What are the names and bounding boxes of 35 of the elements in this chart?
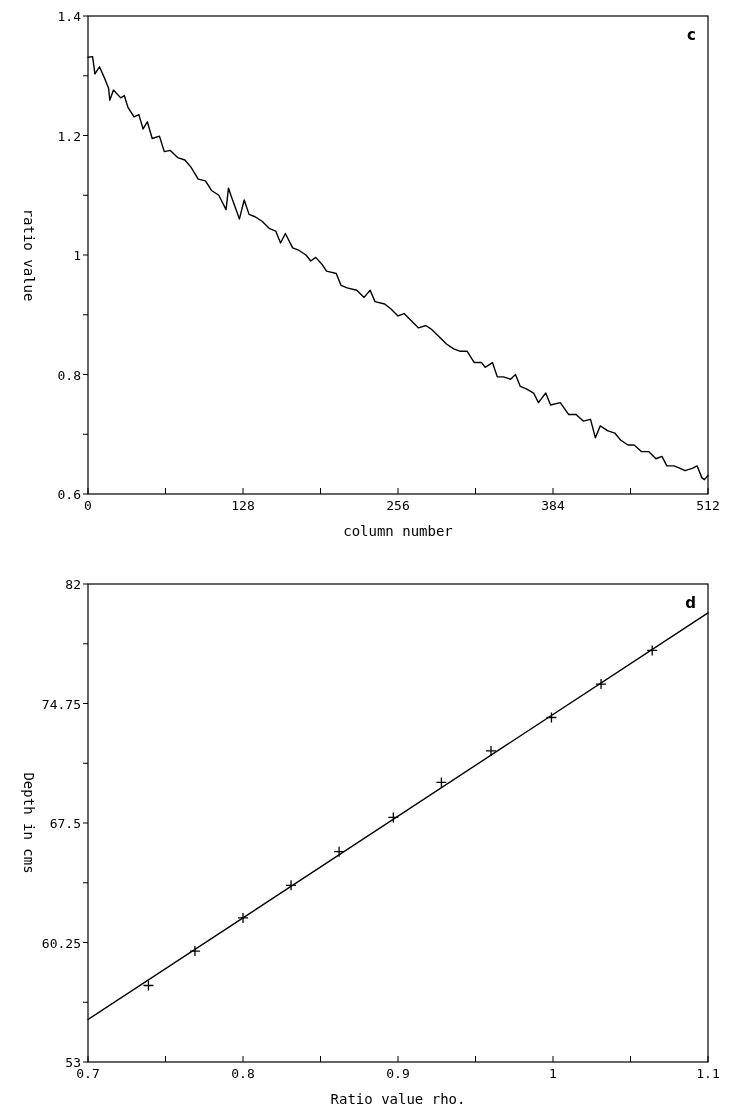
x-tick-label: 512 <box>696 498 720 513</box>
y-axis-title: Depth in cms <box>21 772 37 874</box>
y-tick-label: 0.6 <box>57 487 81 502</box>
x-tick-label: 256 <box>386 498 410 513</box>
point <box>333 846 345 858</box>
point <box>485 745 497 757</box>
y-tick-label: 82 <box>65 577 81 592</box>
point <box>545 711 558 724</box>
point <box>387 811 399 824</box>
point <box>435 776 448 789</box>
x-tick-label: 128 <box>231 498 255 513</box>
point <box>285 879 297 891</box>
x-tick-label: 1.1 <box>696 1066 720 1081</box>
y-tick-label: 0.8 <box>57 367 81 383</box>
point <box>142 979 155 992</box>
x-tick-label: 0.8 <box>231 1066 255 1081</box>
x-tick-label: 1 <box>549 1066 557 1081</box>
x-tick-label: 384 <box>541 498 565 513</box>
y-tick-label: 1.4 <box>57 9 82 24</box>
point <box>646 644 658 657</box>
y-tick-label: 1 <box>73 248 81 263</box>
point <box>189 945 201 957</box>
point <box>237 912 249 924</box>
y-tick-label: 67.5 <box>49 816 81 831</box>
x-tick-label: 0 <box>84 498 92 513</box>
x-axis-title: column number <box>343 523 453 539</box>
annotation: c <box>687 26 696 44</box>
x-tick-label: 0.9 <box>386 1066 410 1081</box>
x-axis-title: Ratio value rho. <box>330 1091 466 1107</box>
y-tick-label: 60.25 <box>41 935 81 951</box>
point <box>595 678 607 690</box>
y-tick-label: 74.75 <box>41 696 81 712</box>
y-tick-label: 1.2 <box>57 128 81 144</box>
y-axis-title: ratio value <box>21 208 37 302</box>
annotation: d <box>685 594 696 612</box>
